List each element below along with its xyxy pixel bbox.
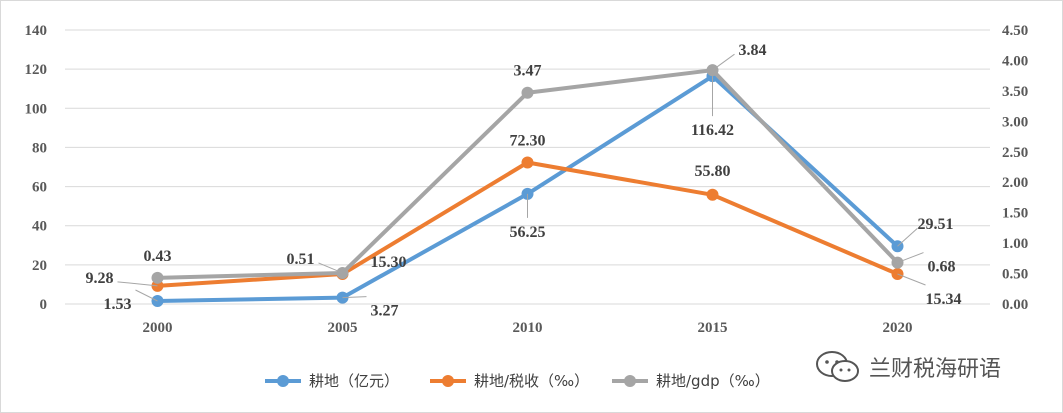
y-right-tick-label: 2.00 [1002, 175, 1028, 191]
x-tick-label: 2020 [883, 320, 913, 336]
watermark: 兰财税海研语 [815, 350, 1001, 384]
y-left-tick-label: 80 [32, 140, 47, 156]
data-label: 3.27 [371, 303, 399, 320]
series-3-point [521, 86, 534, 99]
series-2-point [706, 188, 719, 201]
data-label-leader [318, 262, 343, 274]
data-label-leader [117, 281, 158, 287]
y-right-tick-label: 4.00 [1002, 53, 1028, 69]
data-label: 116.42 [691, 122, 734, 139]
y-left-tick-label: 120 [25, 62, 48, 78]
data-label: 3.47 [514, 63, 542, 80]
x-tick-label: 2010 [513, 320, 543, 336]
y-left-tick-label: 100 [25, 101, 48, 117]
legend-swatch-marker [277, 375, 289, 387]
x-tick-label: 2005 [328, 320, 358, 336]
legend-label: 耕地/gdp（‰） [656, 372, 770, 390]
y-right-tick-label: 0.50 [1002, 267, 1028, 283]
series-line-3 [157, 68, 899, 280]
y-left-tick-label: 0 [40, 297, 48, 313]
x-tick-label: 2000 [143, 320, 173, 336]
data-label: 56.25 [510, 224, 546, 241]
y-right-tick-label: 2.50 [1002, 145, 1028, 161]
y-right-tick-label: 1.50 [1002, 206, 1028, 222]
data-label-leader [342, 296, 367, 299]
data-label: 3.84 [739, 42, 767, 59]
series-2-point [521, 156, 534, 169]
data-label-leader [712, 53, 735, 71]
data-label: 0.68 [928, 259, 956, 276]
data-label: 29.51 [918, 216, 954, 233]
data-label: 15.30 [371, 254, 407, 271]
legend-label: 耕地（亿元） [309, 372, 399, 390]
data-label-leader [897, 252, 924, 264]
data-label: 72.30 [510, 132, 546, 149]
data-label: 15.34 [926, 291, 962, 308]
series-3-point [151, 271, 164, 284]
data-label: 55.80 [695, 163, 731, 180]
data-label: 0.43 [144, 248, 172, 265]
wechat-icon [816, 351, 859, 382]
legend-label: 耕地/税收（‰） [474, 372, 589, 390]
y-right-tick-label: 3.50 [1002, 84, 1028, 100]
data-label-leader [897, 273, 926, 286]
y-right-tick-label: 0.00 [1002, 297, 1028, 313]
x-tick-label: 2015 [698, 320, 728, 336]
y-left-tick-label: 60 [32, 180, 47, 196]
y-right-tick-label: 3.00 [1002, 114, 1028, 130]
y-left-tick-label: 40 [32, 219, 47, 235]
data-label: 0.51 [287, 251, 315, 268]
data-label: 9.28 [86, 270, 114, 287]
y-left-tick-label: 20 [32, 258, 47, 274]
y-right-tick-label: 1.00 [1002, 236, 1028, 252]
data-label-leader [135, 289, 158, 302]
watermark-text: 兰财税海研语 [869, 357, 1002, 382]
y-left-tick-label: 140 [25, 23, 48, 39]
data-label-leader [897, 227, 918, 247]
y-right-tick-label: 4.50 [1002, 23, 1028, 39]
data-label: 1.53 [104, 296, 132, 313]
legend-swatch-marker [624, 375, 636, 387]
legend-swatch-marker [442, 375, 454, 387]
